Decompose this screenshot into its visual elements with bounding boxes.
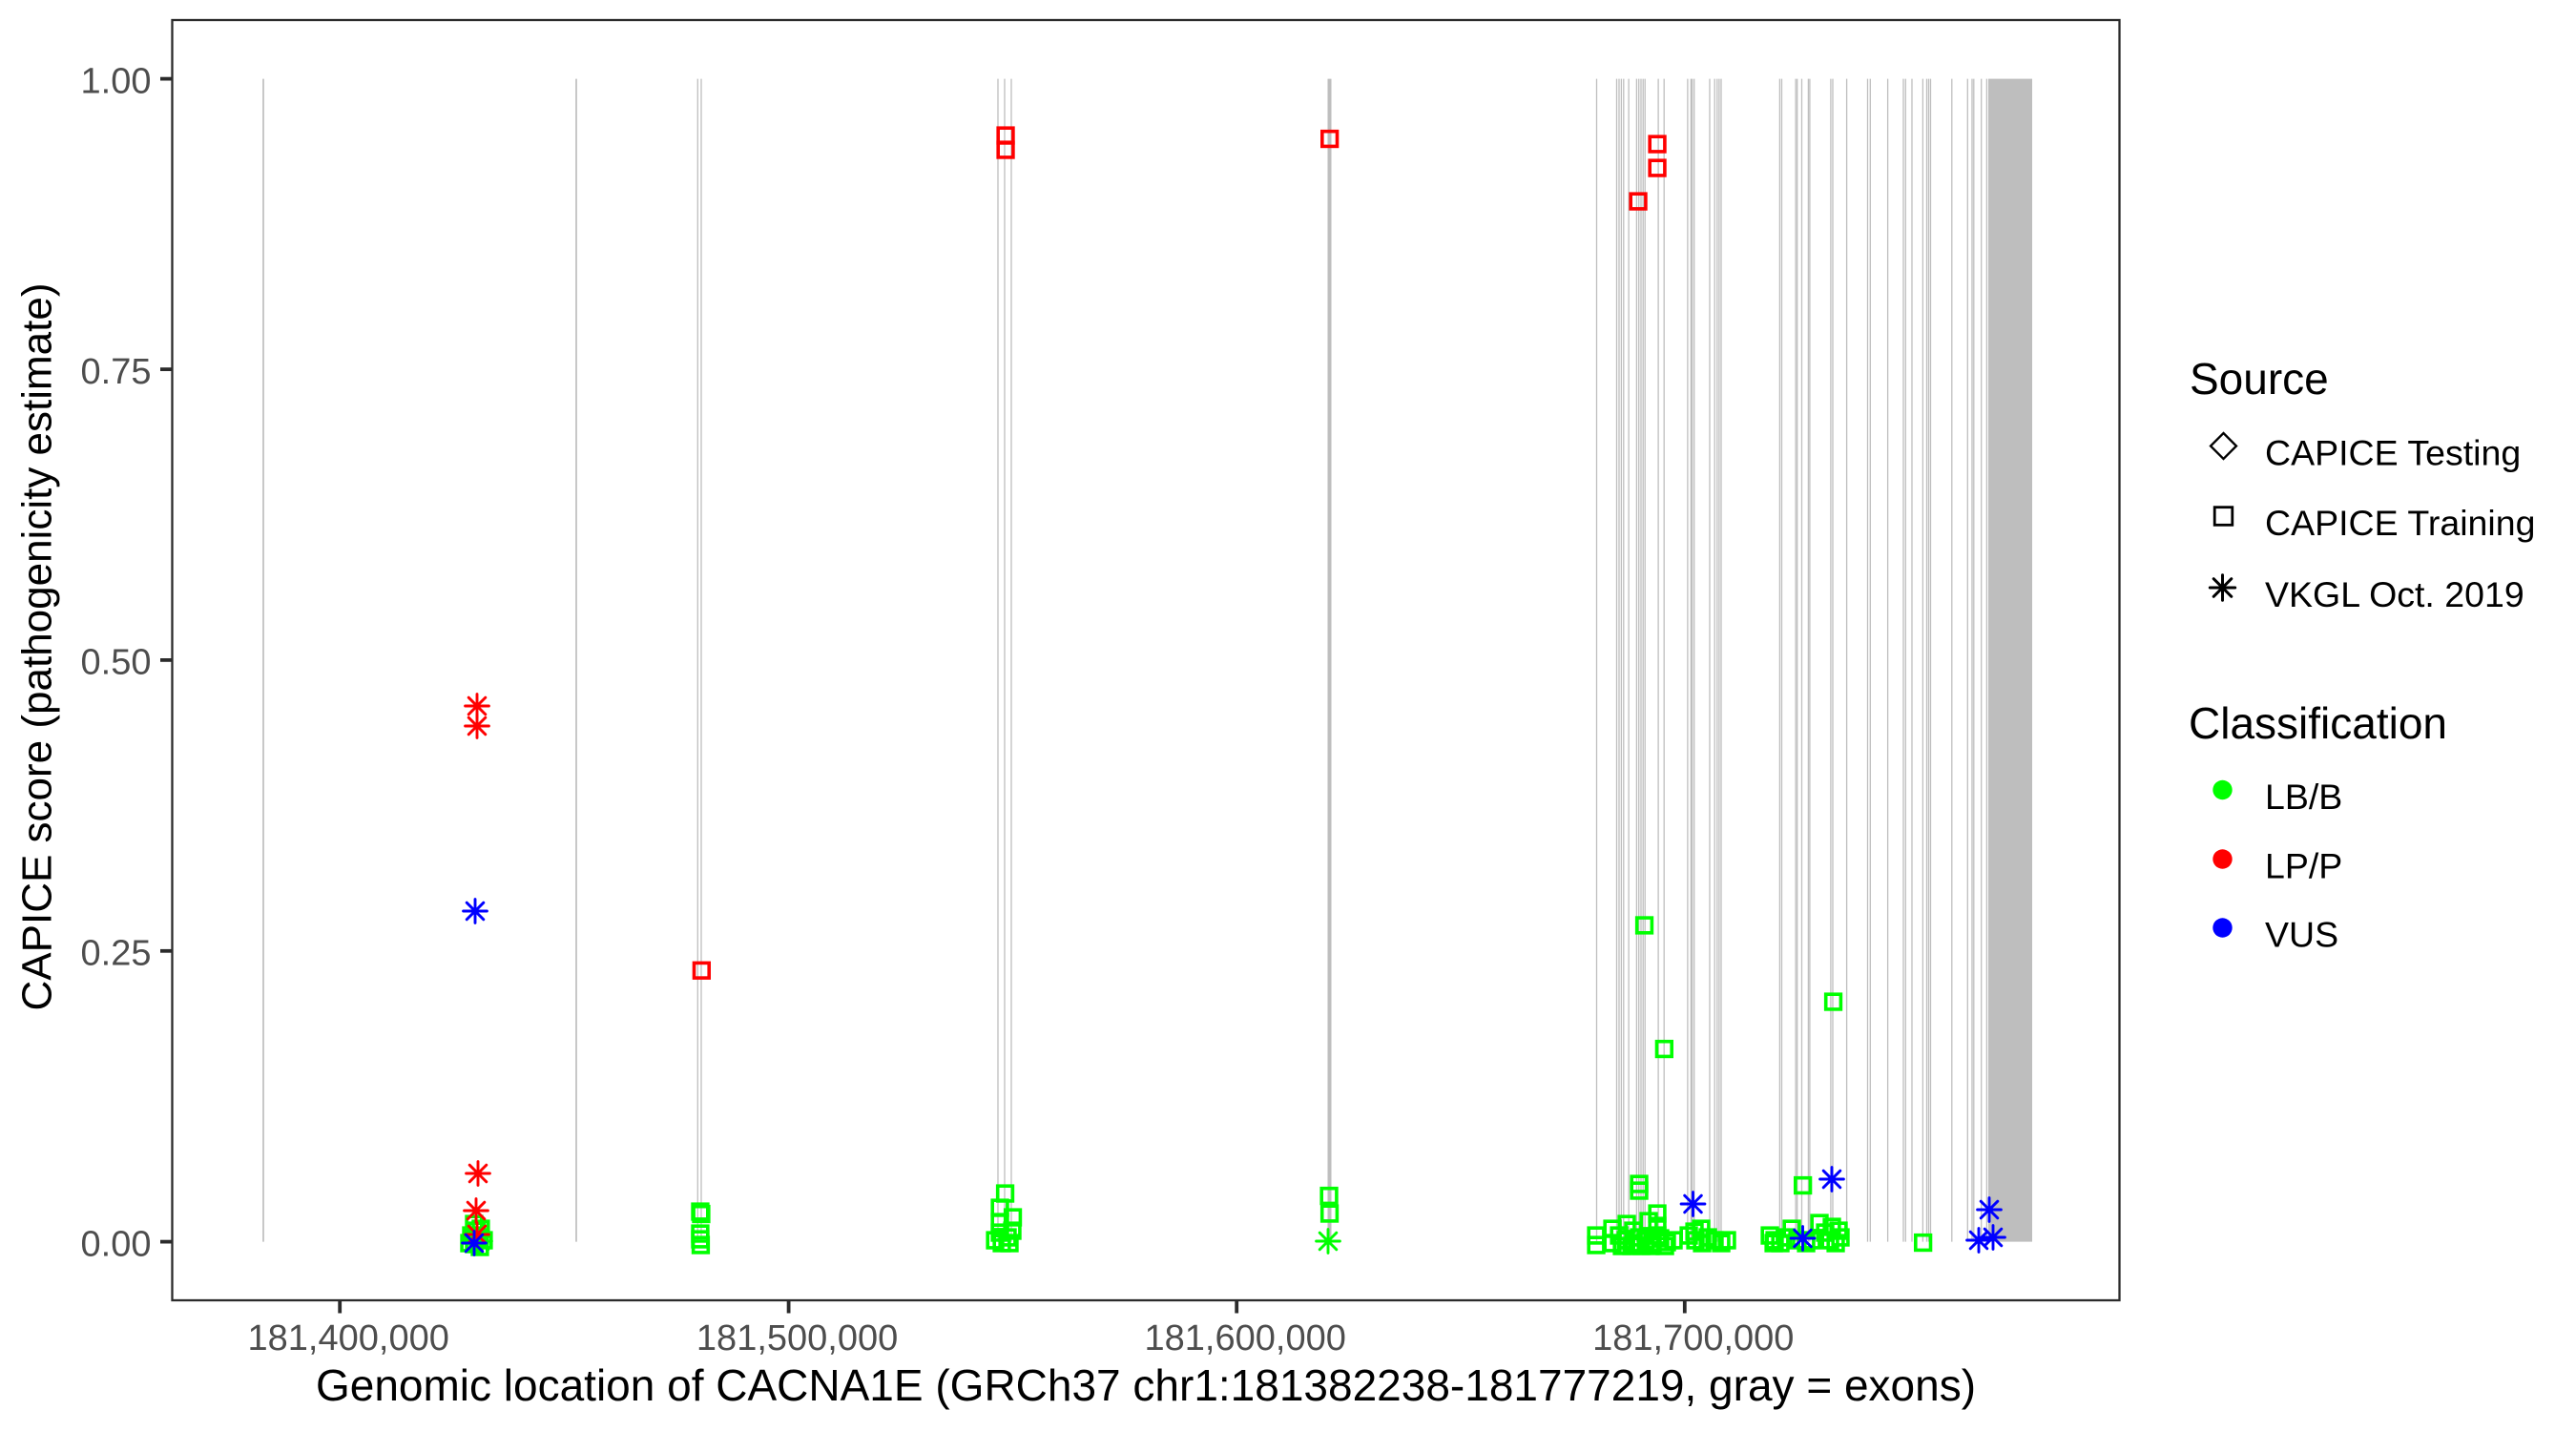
svg-text:CAPICE Training: CAPICE Training	[2265, 503, 2535, 543]
svg-text:0.50: 0.50	[81, 643, 152, 683]
svg-text:Classification: Classification	[2189, 698, 2447, 748]
svg-text:Source: Source	[2190, 354, 2329, 404]
svg-text:0.75: 0.75	[81, 352, 152, 392]
svg-text:CAPICE Testing: CAPICE Testing	[2265, 433, 2521, 473]
svg-text:0.25: 0.25	[81, 934, 152, 974]
svg-text:VUS: VUS	[2265, 915, 2338, 955]
svg-text:CAPICE score (pathogenicity es: CAPICE score (pathogenicity estimate)	[14, 283, 61, 1011]
svg-text:181,600,000: 181,600,000	[1145, 1318, 1346, 1358]
svg-text:Genomic location of CACNA1E (G: Genomic location of CACNA1E (GRCh37 chr1…	[316, 1360, 1976, 1410]
svg-text:181,500,000: 181,500,000	[696, 1318, 898, 1358]
svg-text:VKGL Oct. 2019: VKGL Oct. 2019	[2265, 574, 2524, 614]
svg-text:181,400,000: 181,400,000	[248, 1318, 449, 1358]
svg-text:1.00: 1.00	[81, 61, 152, 101]
svg-text:0.00: 0.00	[81, 1224, 152, 1264]
svg-text:LB/B: LB/B	[2265, 777, 2342, 817]
svg-text:LP/P: LP/P	[2265, 846, 2342, 886]
svg-text:181,700,000: 181,700,000	[1592, 1318, 1794, 1358]
